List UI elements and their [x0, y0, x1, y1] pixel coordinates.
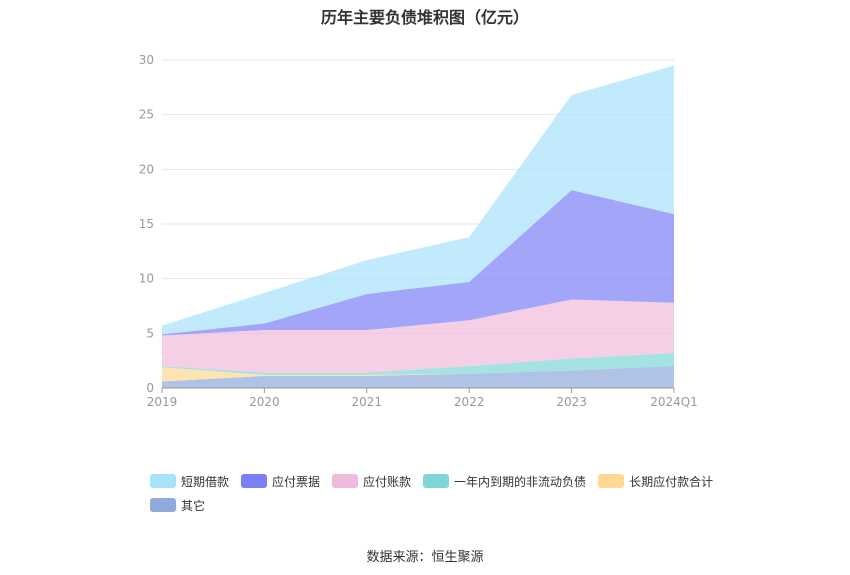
- y-tick-label: 25: [139, 108, 154, 122]
- legend-label: 短期借款: [181, 474, 230, 489]
- y-tick-label: 30: [139, 53, 154, 67]
- legend-label: 应付票据: [272, 474, 321, 489]
- legend-item[interactable]: 长期应付款合计: [598, 473, 713, 489]
- x-tick-label: 2020: [249, 395, 280, 409]
- legend-item[interactable]: 一年内到期的非流动负债: [423, 473, 586, 489]
- x-tick-label: 2023: [556, 395, 587, 409]
- axes: 0 5 10 15 20 25 30 2019 2020 2021 2022 2023 2024Q1: [139, 53, 698, 409]
- legend-label: 一年内到期的非流动负债: [454, 474, 587, 489]
- x-tick-label: 2022: [454, 395, 485, 409]
- legend-swatch: [332, 474, 359, 488]
- data-source-label: 数据来源：恒生聚源: [366, 550, 484, 565]
- y-tick-label: 0: [146, 381, 154, 395]
- legend-item[interactable]: 短期借款: [150, 473, 229, 489]
- area-series-2: [162, 353, 674, 375]
- legend-swatch: [598, 474, 625, 488]
- x-tick-label: 2021: [352, 395, 383, 409]
- y-tick-label: 10: [139, 272, 154, 286]
- legend-label: 长期应付款合计: [629, 474, 714, 489]
- area-series-3: [162, 299, 674, 373]
- legend-swatch: [150, 498, 176, 512]
- x-tick-label: 2019: [147, 395, 178, 409]
- legend-label: 其它: [181, 498, 206, 513]
- legend-swatch: [423, 474, 450, 488]
- legend-item[interactable]: 应付账款: [332, 473, 411, 489]
- area-series-5: [162, 65, 674, 335]
- legend-swatch: [241, 474, 268, 488]
- chart-legend: 短期借款 应付票据 应付账款 一年内到期的非流动负债 长期应付款合计其它: [150, 473, 730, 513]
- y-tick-label: 15: [139, 217, 154, 231]
- area-series-4: [162, 190, 674, 336]
- legend-label: 应付账款: [363, 474, 412, 489]
- area-series-0: [162, 366, 674, 388]
- area-series: [162, 65, 674, 388]
- legend-item[interactable]: 其它: [150, 497, 205, 513]
- x-tick-label: 2024Q1: [650, 395, 698, 409]
- y-tick-label: 20: [139, 162, 154, 176]
- y-tick-label: 5: [146, 326, 154, 340]
- legend-swatch: [150, 474, 176, 488]
- legend-item[interactable]: 应付票据: [241, 473, 320, 489]
- chart-title: 历年主要负债堆积图（亿元）: [320, 8, 529, 27]
